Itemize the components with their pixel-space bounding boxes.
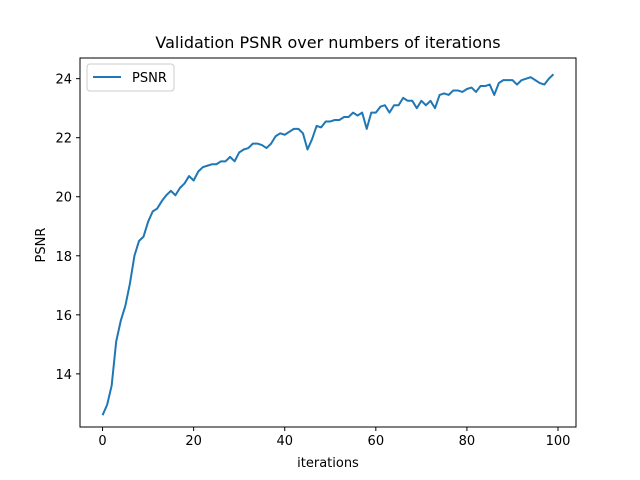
y-axis-label: PSNR <box>34 228 49 263</box>
x-tick-label: 60 <box>368 434 385 449</box>
y-tick-label: 24 <box>55 73 72 88</box>
series-line-psnr <box>101 73 555 416</box>
y-tick-label: 20 <box>55 191 72 206</box>
y-tick-label: 18 <box>55 250 72 265</box>
x-tick-label: 80 <box>459 434 476 449</box>
legend: PSNR <box>86 63 175 92</box>
plot-area: 0 20 40 60 80 100 14 16 18 20 22 24 <box>55 57 577 449</box>
chart-title: Validation PSNR over numbers of iteratio… <box>155 33 500 52</box>
plot-frame <box>79 57 577 428</box>
legend-label: PSNR <box>132 71 167 86</box>
y-tick-label: 14 <box>55 368 72 383</box>
x-tick-label: 40 <box>276 434 293 449</box>
y-tick-label: 16 <box>55 309 72 324</box>
x-axis-label: iterations <box>297 456 359 471</box>
y-tick-label: 22 <box>55 132 72 147</box>
x-tick-label: 100 <box>546 434 571 449</box>
legend-box <box>86 63 175 92</box>
x-tick-label: 20 <box>185 434 202 449</box>
x-tick-label: 0 <box>98 434 106 449</box>
